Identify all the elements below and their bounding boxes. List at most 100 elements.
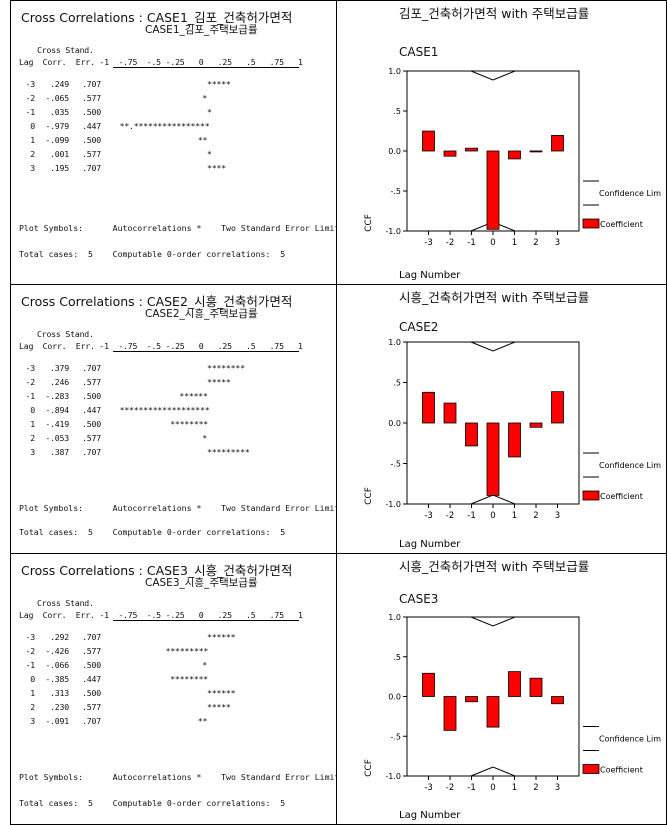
- x-tick-label: 3: [555, 511, 560, 521]
- cc-row-lag: 0: [30, 405, 35, 415]
- cc-row-stars: ******: [207, 632, 236, 642]
- y-tick-label: .5: [393, 379, 401, 388]
- cc-row-corr: .313: [50, 688, 69, 698]
- cc-row: 2 -.053 .577: [19, 433, 101, 443]
- cc-row-lag: -2: [25, 93, 36, 103]
- cross-correlation-text-panel-1: Cross Correlations : CASE1_김포_건축허가면적 CAS…: [10, 0, 337, 285]
- chart-title: 시흥_건축허가면적 with 주택보급률: [399, 559, 590, 574]
- axis-rule: [113, 351, 299, 352]
- cc-row-err: .500: [82, 688, 101, 698]
- cc-row: 0 -.385 .447: [19, 674, 101, 684]
- x-tick-label: -1: [467, 511, 475, 521]
- cc-row: 1 .313 .500: [19, 688, 101, 698]
- cc-row-corr: .230: [50, 702, 69, 712]
- cc-row-err: .577: [82, 377, 101, 387]
- cc-row-stars: *: [202, 660, 208, 670]
- x-tick-label: -2: [446, 238, 454, 248]
- cc-row-lag: 3: [30, 447, 35, 457]
- cc-row-err: .707: [82, 363, 101, 373]
- ccf-bar: [551, 391, 564, 424]
- total-cases: Total cases: 5 Computable 0-order correl…: [19, 249, 286, 259]
- legend-confidence-label: Confidence Lim: [599, 461, 661, 470]
- header-line1: Cross Stand.: [37, 329, 94, 339]
- cc-row-corr: .246: [50, 377, 69, 387]
- x-tick-label: -3: [424, 783, 432, 793]
- cc-row-stars: *********: [207, 447, 250, 457]
- cc-row-corr: -.385: [45, 674, 69, 684]
- ccf-bar: [443, 150, 457, 157]
- axis-rule: [113, 67, 299, 68]
- x-tick-label: 1: [512, 783, 517, 793]
- cc-row-lag: -1: [25, 107, 36, 117]
- y-axis-label: CCF: [364, 759, 374, 777]
- cc-row-err: .577: [82, 433, 101, 443]
- cc-row-corr: .035: [50, 107, 69, 117]
- confidence-limit-upper: [470, 70, 516, 81]
- cc-row-lag: 0: [30, 121, 35, 131]
- legend-coefficient-swatch: [582, 490, 600, 501]
- cc-row-stars: ********: [170, 419, 209, 429]
- cc-row-err: .500: [82, 107, 101, 117]
- cc-row-corr: -.065: [45, 93, 69, 103]
- cc-row-stars: ********: [207, 363, 245, 373]
- cc-row-err: .707: [82, 79, 101, 89]
- cc-row-stars: ****: [207, 163, 226, 173]
- cc-row-err: .707: [82, 447, 101, 457]
- ccf-bar: [465, 147, 478, 152]
- cc-row-err: .447: [82, 405, 101, 415]
- cc-row: -3 .379 .707: [19, 363, 102, 373]
- x-tick-label: 1: [512, 238, 517, 248]
- cc-row-lag: 1: [30, 419, 35, 429]
- cc-row-lag: 3: [30, 716, 35, 726]
- cc-row-corr: -.099: [45, 135, 69, 145]
- plot-symbols: Plot Symbols: Autocorrelations * Two Sta…: [19, 772, 337, 782]
- chart-title: 시흥_건축허가면적 with 주택보급률: [399, 290, 590, 305]
- cc-row: -3 .292 .707: [19, 632, 102, 642]
- cc-row-err: .447: [82, 121, 101, 131]
- total-cases: Total cases: 5 Computable 0-order correl…: [19, 527, 286, 537]
- cc-row: -1 -.283 .500: [19, 391, 102, 401]
- x-tick-label: -2: [446, 783, 454, 793]
- cc-row: 1 -.099 .500: [19, 135, 101, 145]
- cc-row-stars: *****: [207, 377, 231, 387]
- y-tick-label: 0.0: [388, 147, 401, 156]
- cc-row-lag: -3: [25, 632, 36, 642]
- y-tick-label: 1.0: [388, 338, 401, 347]
- confidence-limit-lower: [470, 494, 516, 505]
- ccf-bar: [465, 422, 478, 447]
- header-line2: Lag Corr. Err. -1 -.75 -.5 -.25 0 .25 .5…: [19, 610, 303, 620]
- y-tick-label: 1.0: [388, 67, 401, 76]
- cc-row-corr: -.894: [45, 405, 69, 415]
- cc-row-err: .577: [82, 702, 101, 712]
- legend-coefficient-swatch: [582, 218, 600, 229]
- cc-row-lag: 2: [30, 149, 35, 159]
- cc-row-err: .500: [82, 135, 101, 145]
- x-tick-label: 2: [533, 783, 538, 793]
- cc-title-line2: CASE2_시흥_주택보급률: [145, 308, 258, 320]
- cc-title-line1: Cross Correlations : CASE2_시흥_건축허가면적: [21, 294, 293, 309]
- cc-row-lag: -1: [25, 391, 36, 401]
- y-tick-label: .5: [393, 653, 401, 662]
- x-tick-label: 2: [533, 511, 538, 521]
- x-axis-label: Lag Number: [399, 810, 461, 821]
- cc-row-lag: -2: [25, 377, 36, 387]
- cc-row-corr: -.283: [45, 391, 69, 401]
- x-tick-label: -1: [467, 783, 475, 793]
- plot-symbols: Plot Symbols: Autocorrelations * Two Sta…: [19, 503, 337, 513]
- case-label: CASE3: [399, 592, 439, 606]
- cc-row-stars: *****: [207, 79, 231, 89]
- ccf-bar: [443, 696, 457, 731]
- cc-row: 3 -.091 .707: [19, 716, 101, 726]
- cross-correlation-text-panel-2: Cross Correlations : CASE2_시흥_건축허가면적 CAS…: [10, 284, 337, 554]
- cc-row-err: .707: [82, 632, 101, 642]
- cross-correlation-text-panel-3: Cross Correlations : CASE3_시흥_건축허가면적 CAS…: [10, 553, 337, 825]
- cc-row-err: .707: [82, 716, 101, 726]
- legend-coefficient-label: Coefficient: [600, 766, 643, 775]
- ccf-bar: [422, 672, 435, 697]
- y-axis-label: CCF: [364, 214, 374, 232]
- cc-row: 0 -.979 .447: [19, 121, 101, 131]
- case-label: CASE1: [399, 45, 439, 59]
- ccf-bar: [508, 150, 521, 160]
- ccf-bar: [422, 391, 435, 424]
- cc-row-err: .707: [82, 163, 101, 173]
